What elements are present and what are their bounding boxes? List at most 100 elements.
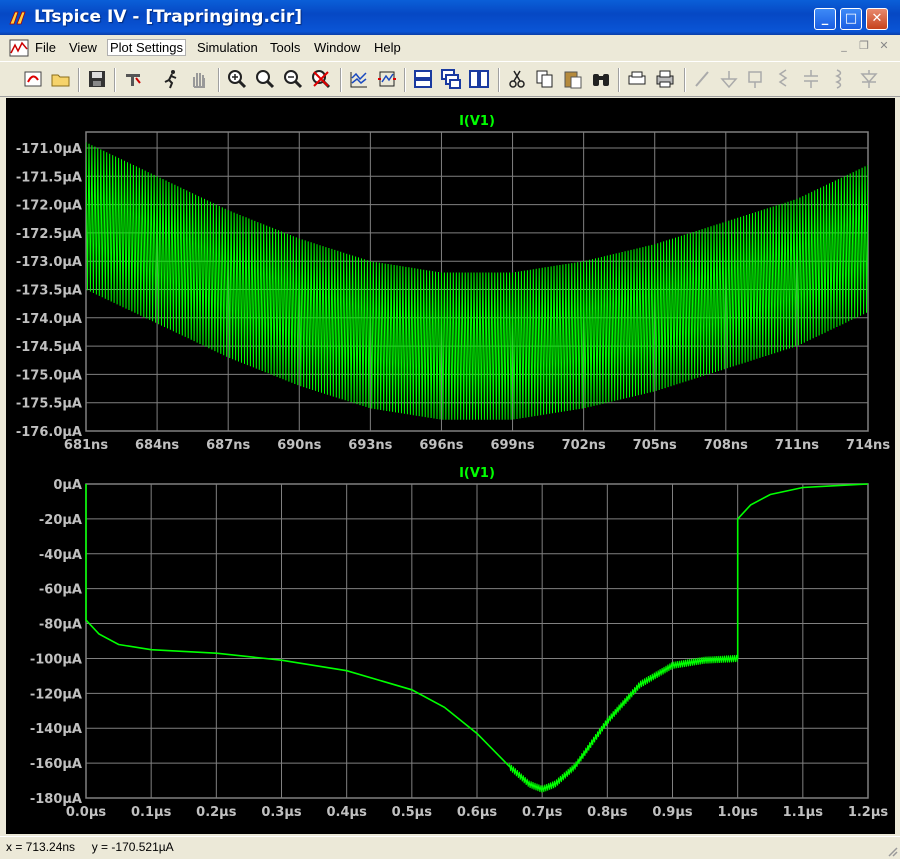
zoom-cancel-icon[interactable] bbox=[310, 68, 332, 90]
x-tick-label: 0.5µs bbox=[392, 805, 433, 820]
toolbar-separator bbox=[218, 68, 220, 92]
tile-horizontal-icon[interactable] bbox=[412, 68, 434, 90]
y-tick-label: -120µA bbox=[30, 687, 82, 702]
control-panel-icon[interactable] bbox=[122, 68, 144, 90]
menu-bar: File View Plot Settings Simulation Tools… bbox=[0, 35, 900, 61]
x-tick-label: 1.2µs bbox=[848, 805, 889, 820]
toolbar-separator bbox=[684, 68, 686, 92]
x-tick-label: 0.1µs bbox=[131, 805, 172, 820]
plot-window[interactable]: I(V1) 681ns 684ns 687ns 690ns 693ns 696ns 699ns… bbox=[6, 98, 895, 834]
paste-icon[interactable] bbox=[562, 68, 584, 90]
plot-title[interactable]: I(V1) bbox=[459, 114, 495, 129]
menu-window[interactable]: Window bbox=[314, 40, 361, 55]
autorange-icon[interactable] bbox=[348, 68, 370, 90]
x-tick-label: 0.8µs bbox=[587, 805, 628, 820]
y-tick-label: -80µA bbox=[39, 618, 82, 633]
x-tick-label: 699ns bbox=[490, 438, 534, 453]
y-tick-label: -174.0µA bbox=[16, 312, 82, 327]
print-icon[interactable] bbox=[654, 68, 676, 90]
plot-window-icon[interactable] bbox=[9, 39, 29, 57]
menu-view[interactable]: View bbox=[69, 40, 97, 55]
y-tick-label: -100µA bbox=[30, 652, 82, 667]
diode-icon bbox=[860, 70, 878, 88]
trace-ringing-band bbox=[509, 654, 738, 793]
x-tick-label: 690ns bbox=[277, 438, 321, 453]
x-tick-label: 0.7µs bbox=[522, 805, 563, 820]
x-tick-label: 705ns bbox=[633, 438, 677, 453]
y-tick-label: -172.0µA bbox=[16, 199, 82, 214]
maximize-button[interactable]: □ bbox=[840, 8, 862, 30]
y-tick-label: -171.0µA bbox=[16, 142, 82, 157]
x-tick-label: 711ns bbox=[775, 438, 819, 453]
cut-icon[interactable] bbox=[506, 68, 528, 90]
capacitor-icon bbox=[804, 70, 818, 88]
trace-i-v1-zoomed[interactable] bbox=[86, 142, 868, 420]
mdi-minimize-icon[interactable]: _ bbox=[841, 39, 847, 52]
x-tick-label: 681ns bbox=[64, 438, 108, 453]
x-tick-label: 687ns bbox=[206, 438, 250, 453]
y-tick-label: -171.5µA bbox=[16, 170, 82, 185]
menu-plot-settings[interactable]: Plot Settings bbox=[107, 39, 186, 56]
y-tick-label: -180µA bbox=[30, 792, 82, 807]
x-tick-label: 1.1µs bbox=[783, 805, 824, 820]
y-tick-label: -140µA bbox=[30, 722, 82, 737]
y-tick-label: -175.5µA bbox=[16, 397, 82, 412]
plot-title[interactable]: I(V1) bbox=[459, 466, 495, 481]
inductor-icon bbox=[835, 69, 842, 89]
menu-help[interactable]: Help bbox=[374, 40, 401, 55]
plot-pane-zoomed[interactable]: I(V1) 681ns 684ns 687ns 690ns 693ns 696ns 699ns… bbox=[16, 114, 890, 453]
tile-vertical-icon[interactable] bbox=[468, 68, 490, 90]
label-icon bbox=[748, 71, 762, 88]
waveform-plots[interactable]: I(V1) 681ns 684ns 687ns 690ns 693ns 696ns 699ns… bbox=[6, 98, 895, 834]
x-tick-label: 0.9µs bbox=[652, 805, 693, 820]
fit-icon[interactable] bbox=[376, 68, 398, 90]
zoom-out-icon[interactable] bbox=[282, 68, 304, 90]
y-tick-label: -60µA bbox=[39, 583, 82, 598]
run-simulation-icon[interactable] bbox=[160, 68, 182, 90]
x-tick-label: 1.0µs bbox=[717, 805, 758, 820]
cascade-icon[interactable] bbox=[440, 68, 462, 90]
zoom-in-icon[interactable] bbox=[226, 68, 248, 90]
resize-grip-icon[interactable] bbox=[886, 845, 898, 857]
plot-border bbox=[85, 131, 869, 432]
toolbar-separator bbox=[404, 68, 406, 92]
mdi-restore-icon[interactable]: ❐ bbox=[859, 39, 869, 52]
ltspice-logo-icon bbox=[9, 11, 26, 25]
window-title: LTspice IV - [Trapringing.cir] bbox=[34, 7, 302, 27]
toolbar-separator bbox=[114, 68, 116, 92]
menu-file[interactable]: File bbox=[35, 40, 56, 55]
cursor-readout: x = 713.24ns y = -170.521µA bbox=[6, 840, 174, 854]
save-icon[interactable] bbox=[86, 68, 108, 90]
mdi-close-icon[interactable]: ✕ bbox=[879, 39, 889, 52]
close-icon: ✕ bbox=[871, 11, 883, 26]
plot-pane-full[interactable]: I(V1) 0.0µs 0.1µs 0.2µs 0.3µs 0.4µs 0.5µs 0.6µs… bbox=[30, 466, 889, 820]
y-tick-label: -172.5µA bbox=[16, 227, 82, 242]
zoom-area-icon[interactable] bbox=[254, 68, 276, 90]
run-icon[interactable] bbox=[22, 68, 44, 90]
menu-tools[interactable]: Tools bbox=[270, 40, 301, 55]
y-tick-label: -176.0µA bbox=[16, 425, 82, 440]
x-tick-label: 0.0µs bbox=[66, 805, 107, 820]
y-tick-label: -160µA bbox=[30, 757, 82, 772]
x-tick-label: 714ns bbox=[846, 438, 890, 453]
y-tick-label: -40µA bbox=[39, 548, 82, 563]
open-icon[interactable] bbox=[50, 68, 72, 90]
minimize-button[interactable]: _ bbox=[814, 8, 836, 30]
pan-icon[interactable] bbox=[188, 68, 210, 90]
y-tick-label: 0µA bbox=[53, 478, 82, 493]
x-tick-label: 0.3µs bbox=[261, 805, 302, 820]
resistor-icon bbox=[778, 69, 788, 87]
y-tick-label: -174.5µA bbox=[16, 340, 82, 355]
find-icon[interactable] bbox=[590, 68, 612, 90]
plot-border bbox=[85, 483, 869, 799]
toolbar-separator bbox=[78, 68, 80, 92]
x-tick-label: 708ns bbox=[704, 438, 748, 453]
print-preview-icon[interactable] bbox=[626, 68, 648, 90]
y-tick-label: -173.5µA bbox=[16, 284, 82, 299]
close-button[interactable]: ✕ bbox=[866, 8, 888, 30]
menu-simulation[interactable]: Simulation bbox=[197, 40, 258, 55]
copy-icon[interactable] bbox=[534, 68, 556, 90]
x-tick-label: 696ns bbox=[419, 438, 463, 453]
minimize-icon: _ bbox=[821, 11, 829, 26]
x-tick-label: 0.6µs bbox=[457, 805, 498, 820]
